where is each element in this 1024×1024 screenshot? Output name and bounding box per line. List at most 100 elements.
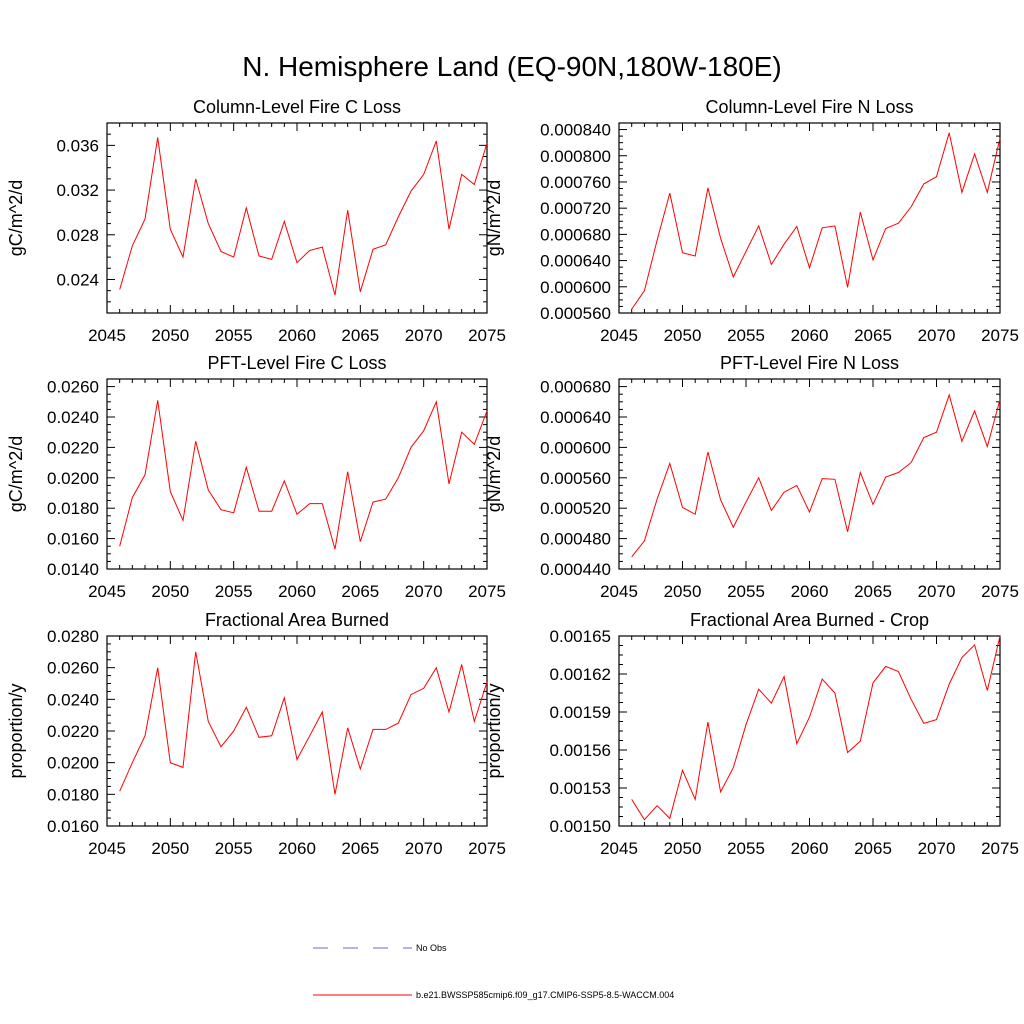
y-tick-label: 0.0260 xyxy=(47,378,99,397)
chart-panel-6: Fractional Area Burned - Crop 2045 2050 205… xyxy=(484,610,1019,858)
series-line xyxy=(119,137,488,296)
y-tick-label: 0.000600 xyxy=(540,278,611,297)
y-tick-label: 0.0280 xyxy=(47,627,99,646)
x-tick-label: 2065 xyxy=(854,582,892,601)
y-axis-label: proportion/y xyxy=(484,683,504,778)
y-tick-label: 0.000560 xyxy=(540,469,611,488)
chart-panels: Column-Level Fire C Loss 2045 2050 2055 2060… xyxy=(6,97,1019,858)
x-tick-label: 2050 xyxy=(151,582,189,601)
x-tick-label: 2070 xyxy=(918,582,956,601)
x-tick-label: 2045 xyxy=(600,582,638,601)
y-tick-label: 0.0220 xyxy=(47,722,99,741)
y-tick-label: 0.0260 xyxy=(47,659,99,678)
chart-panel-3: PFT-Level Fire C Loss 2045 2050 2055 2060 206… xyxy=(6,353,506,601)
chart-panel-4: PFT-Level Fire N Loss 2045 2050 2055 2060 206… xyxy=(484,353,1019,601)
x-tick-label: 2055 xyxy=(727,326,765,345)
panel-title: Column-Level Fire C Loss xyxy=(193,97,401,117)
x-tick-label: 2045 xyxy=(88,839,126,858)
y-tick-label: 0.00162 xyxy=(550,665,611,684)
x-tick-label: 2050 xyxy=(664,582,702,601)
x-tick-label: 2045 xyxy=(88,582,126,601)
x-tick-label: 2075 xyxy=(981,839,1019,858)
x-tick-label: 2075 xyxy=(468,582,506,601)
x-tick-label: 2055 xyxy=(215,839,253,858)
y-tick-label: 0.0240 xyxy=(47,690,99,709)
x-tick-label: 2050 xyxy=(664,326,702,345)
x-tick-label: 2070 xyxy=(405,839,443,858)
y-tick-label: 0.000680 xyxy=(540,225,611,244)
x-tick-label: 2060 xyxy=(278,326,316,345)
y-tick-label: 0.0200 xyxy=(47,754,99,773)
y-tick-label: 0.000440 xyxy=(540,560,611,579)
x-tick-label: 2075 xyxy=(981,582,1019,601)
x-tick-label: 2045 xyxy=(600,326,638,345)
x-tick-label: 2060 xyxy=(791,839,829,858)
legend-model-label: b.e21.BWSSP585cmip6.f09_g17.CMIP6-SSP5-8… xyxy=(416,990,674,1000)
y-axis-label: gN/m^2/d xyxy=(484,180,504,256)
y-axis-label: gN/m^2/d xyxy=(484,436,504,512)
x-tick-label: 2065 xyxy=(341,582,379,601)
x-tick-label: 2050 xyxy=(151,839,189,858)
x-tick-label: 2070 xyxy=(918,326,956,345)
x-tick-label: 2050 xyxy=(664,839,702,858)
y-tick-label: 0.000640 xyxy=(540,408,611,427)
x-tick-label: 2065 xyxy=(341,839,379,858)
x-tick-label: 2075 xyxy=(468,839,506,858)
panel-title: PFT-Level Fire C Loss xyxy=(207,353,386,373)
x-tick-label: 2060 xyxy=(791,582,829,601)
x-tick-label: 2060 xyxy=(278,582,316,601)
x-tick-label: 2055 xyxy=(215,326,253,345)
x-tick-label: 2045 xyxy=(600,839,638,858)
y-tick-label: 0.0180 xyxy=(47,499,99,518)
x-tick-label: 2055 xyxy=(215,582,253,601)
y-tick-label: 0.032 xyxy=(56,181,99,200)
y-tick-label: 0.0160 xyxy=(47,530,99,549)
panel-title: PFT-Level Fire N Loss xyxy=(720,353,899,373)
y-tick-label: 0.000520 xyxy=(540,499,611,518)
y-tick-label: 0.000560 xyxy=(540,304,611,323)
y-tick-label: 0.00153 xyxy=(550,779,611,798)
panel-title: Fractional Area Burned - Crop xyxy=(690,610,929,630)
x-tick-label: 2050 xyxy=(151,326,189,345)
chart-panel-1: Column-Level Fire C Loss 2045 2050 2055 2060… xyxy=(6,97,506,345)
x-tick-label: 2045 xyxy=(88,326,126,345)
legend: No Obs b.e21.BWSSP585cmip6.f09_g17.CMIP6… xyxy=(313,943,674,1000)
x-tick-label: 2070 xyxy=(918,839,956,858)
y-tick-label: 0.000680 xyxy=(540,378,611,397)
series-line xyxy=(631,132,1001,310)
y-tick-label: 0.024 xyxy=(56,270,99,289)
chart-panel-2: Column-Level Fire N Loss 2045 2050 2055 2060… xyxy=(484,97,1019,345)
y-tick-label: 0.0160 xyxy=(47,817,99,836)
y-tick-label: 0.00159 xyxy=(550,703,611,722)
y-tick-label: 0.000760 xyxy=(540,173,611,192)
series-line xyxy=(631,635,1001,821)
legend-obs-label: No Obs xyxy=(416,943,447,953)
y-tick-label: 0.000640 xyxy=(540,252,611,271)
x-tick-label: 2065 xyxy=(854,326,892,345)
y-tick-label: 0.00150 xyxy=(550,817,611,836)
y-tick-label: 0.000480 xyxy=(540,530,611,549)
y-tick-label: 0.00156 xyxy=(550,741,611,760)
y-tick-label: 0.0180 xyxy=(47,785,99,804)
x-tick-label: 2055 xyxy=(727,582,765,601)
y-tick-label: 0.028 xyxy=(56,226,99,245)
y-tick-label: 0.00165 xyxy=(550,627,611,646)
x-tick-label: 2060 xyxy=(791,326,829,345)
y-tick-label: 0.000840 xyxy=(540,121,611,140)
page-title: N. Hemisphere Land (EQ-90N,180W-180E) xyxy=(242,51,782,82)
x-tick-label: 2070 xyxy=(405,326,443,345)
y-tick-label: 0.036 xyxy=(56,136,99,155)
x-tick-label: 2075 xyxy=(468,326,506,345)
x-tick-label: 2070 xyxy=(405,582,443,601)
series-line xyxy=(631,393,1001,558)
y-tick-label: 0.0200 xyxy=(47,469,99,488)
x-tick-label: 2060 xyxy=(278,839,316,858)
x-tick-label: 2065 xyxy=(854,839,892,858)
panel-title: Column-Level Fire N Loss xyxy=(705,97,913,117)
y-tick-label: 0.000800 xyxy=(540,147,611,166)
x-tick-label: 2065 xyxy=(341,326,379,345)
y-tick-label: 0.0240 xyxy=(47,408,99,427)
y-axis-label: gC/m^2/d xyxy=(6,436,26,512)
y-tick-label: 0.000720 xyxy=(540,199,611,218)
